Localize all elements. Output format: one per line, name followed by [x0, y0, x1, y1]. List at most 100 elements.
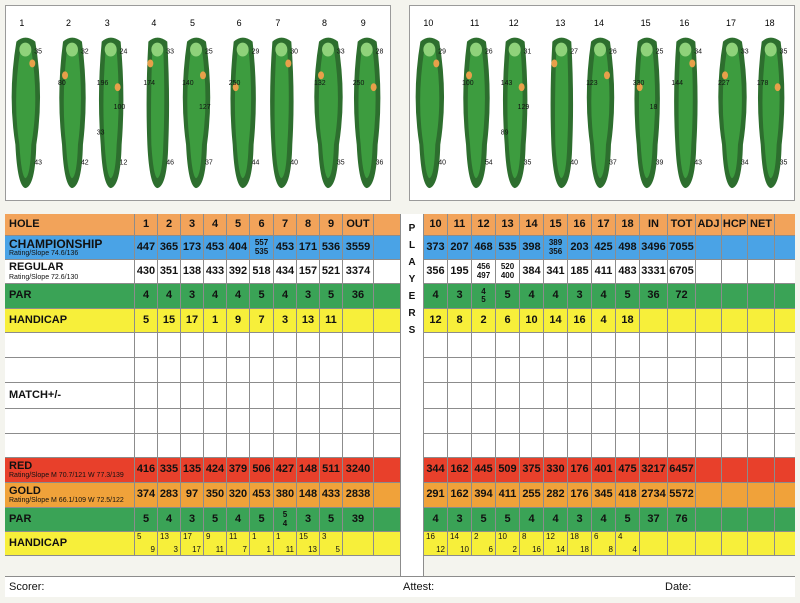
- hole-number: 9: [361, 18, 366, 28]
- score-cell: 176: [568, 458, 592, 482]
- handicap-value: 10: [498, 532, 507, 541]
- score-entry-cell: [616, 434, 640, 457]
- score-cell: 9: [320, 214, 343, 235]
- score-entry-cell: [696, 333, 722, 357]
- fairway-shape: [234, 46, 252, 179]
- front-gold-row: GOLD Rating/Slope M 66.1/109 W 72.5/122 37…: [5, 483, 400, 508]
- score-entry-cell: [274, 333, 297, 357]
- score-entry-cell: [204, 434, 227, 457]
- fairway-shape: [274, 46, 289, 179]
- score-cell: 9 11: [204, 532, 227, 555]
- score-cell: 16: [568, 309, 592, 332]
- score-cell: [696, 284, 722, 308]
- score-entry-cell: [343, 358, 374, 382]
- score-entry-cell: [668, 383, 696, 408]
- score-cell: 10 2: [496, 532, 520, 555]
- handicap-value: 15: [299, 532, 308, 541]
- score-cell: 76: [668, 508, 696, 531]
- bunker-shape: [232, 83, 239, 92]
- score-cell: [343, 532, 374, 555]
- score-entry-cell: [722, 434, 748, 457]
- score-cell: [748, 458, 775, 482]
- bunker-shape: [636, 83, 643, 92]
- score-entry-cell: [448, 333, 472, 357]
- yardage-marker: 54: [485, 159, 493, 166]
- attest-label: Attest:: [403, 581, 435, 593]
- score-cell: 445: [472, 458, 496, 482]
- row-label: [5, 333, 135, 357]
- fairway-shape: [762, 46, 780, 179]
- score-cell: 16: [568, 214, 592, 235]
- yardage-marker: 330: [633, 80, 645, 87]
- score-entry-cell: [544, 409, 568, 433]
- green-shape: [508, 42, 521, 57]
- bunker-shape: [114, 83, 121, 92]
- score-entry-cell: [320, 358, 343, 382]
- yardage-marker: 100: [114, 104, 126, 111]
- score-cell: 4: [544, 508, 568, 531]
- yardage-marker: 24: [120, 49, 128, 56]
- green-shape: [594, 42, 606, 57]
- bunker-shape: [551, 59, 558, 68]
- handicap-value: 18: [570, 532, 579, 541]
- handicap-value: 4: [618, 532, 623, 541]
- score-entry-cell: [616, 333, 640, 357]
- score-cell: 392: [227, 260, 250, 283]
- score-cell: 453: [274, 236, 297, 259]
- yardage-marker: 132: [314, 80, 326, 87]
- row-label-text: HOLE: [9, 217, 40, 230]
- score-entry-cell: [424, 333, 448, 357]
- score-entry-cell: [320, 409, 343, 433]
- split-value: 557: [254, 238, 269, 248]
- score-entry-cell: [297, 383, 320, 408]
- score-entry-cell: [568, 358, 592, 382]
- hole-number: 18: [765, 18, 775, 28]
- row-rating-slope: Rating/Slope 74.6/136: [9, 250, 79, 258]
- score-cell: 2838: [343, 483, 374, 507]
- row-label: [5, 358, 135, 382]
- fairway-shape: [591, 46, 610, 179]
- hole-diagram-7: 7 30 40: [270, 18, 298, 189]
- score-cell: 7: [250, 309, 274, 332]
- score-entry-cell: [424, 409, 448, 433]
- score-cell: 1 11: [274, 532, 297, 555]
- score-entry-cell: [297, 333, 320, 357]
- score-cell: 2734: [640, 483, 668, 507]
- score-entry-cell: [668, 358, 696, 382]
- score-entry-cell: [568, 333, 592, 357]
- back-handicap-ladies-row: 16 12 14 10 2 6 10 2 8 16 12 14 18 18 6 8 4 4: [424, 532, 795, 556]
- handicap-value: 2: [474, 532, 479, 541]
- score-cell: 5: [496, 508, 520, 531]
- yardage-marker: 42: [81, 159, 89, 166]
- score-cell: 4: [204, 284, 227, 308]
- score-entry-cell: [181, 333, 204, 357]
- back-blank2-row: [424, 358, 795, 383]
- score-cell: [696, 236, 722, 259]
- hole-number: 5: [190, 18, 195, 28]
- yardage-marker: 34: [741, 159, 749, 166]
- score-entry-cell: [472, 434, 496, 457]
- hole-diagram-11: 11 26 100 54: [462, 18, 493, 189]
- score-cell: 11 7: [227, 532, 250, 555]
- score-cell: 36: [343, 284, 374, 308]
- score-entry-cell: [227, 358, 250, 382]
- score-cell: 18: [616, 309, 640, 332]
- bunker-shape: [433, 59, 440, 68]
- bunker-shape: [147, 59, 154, 68]
- bunker-shape: [318, 71, 325, 80]
- score-cell: 4: [592, 508, 616, 531]
- handicap-value: 7: [242, 544, 247, 554]
- score-cell: 4: [424, 508, 448, 531]
- hole-number: 8: [322, 18, 327, 28]
- score-entry-cell: [424, 383, 448, 408]
- row-label-text: CHAMPIONSHIP: [9, 236, 103, 251]
- split-value: 4: [282, 518, 288, 528]
- score-entry-cell: [448, 434, 472, 457]
- hole-number: 13: [555, 18, 565, 28]
- yardage-marker: 39: [656, 159, 664, 166]
- yardage-marker: 29: [438, 49, 446, 56]
- players-letter: Y: [408, 274, 416, 285]
